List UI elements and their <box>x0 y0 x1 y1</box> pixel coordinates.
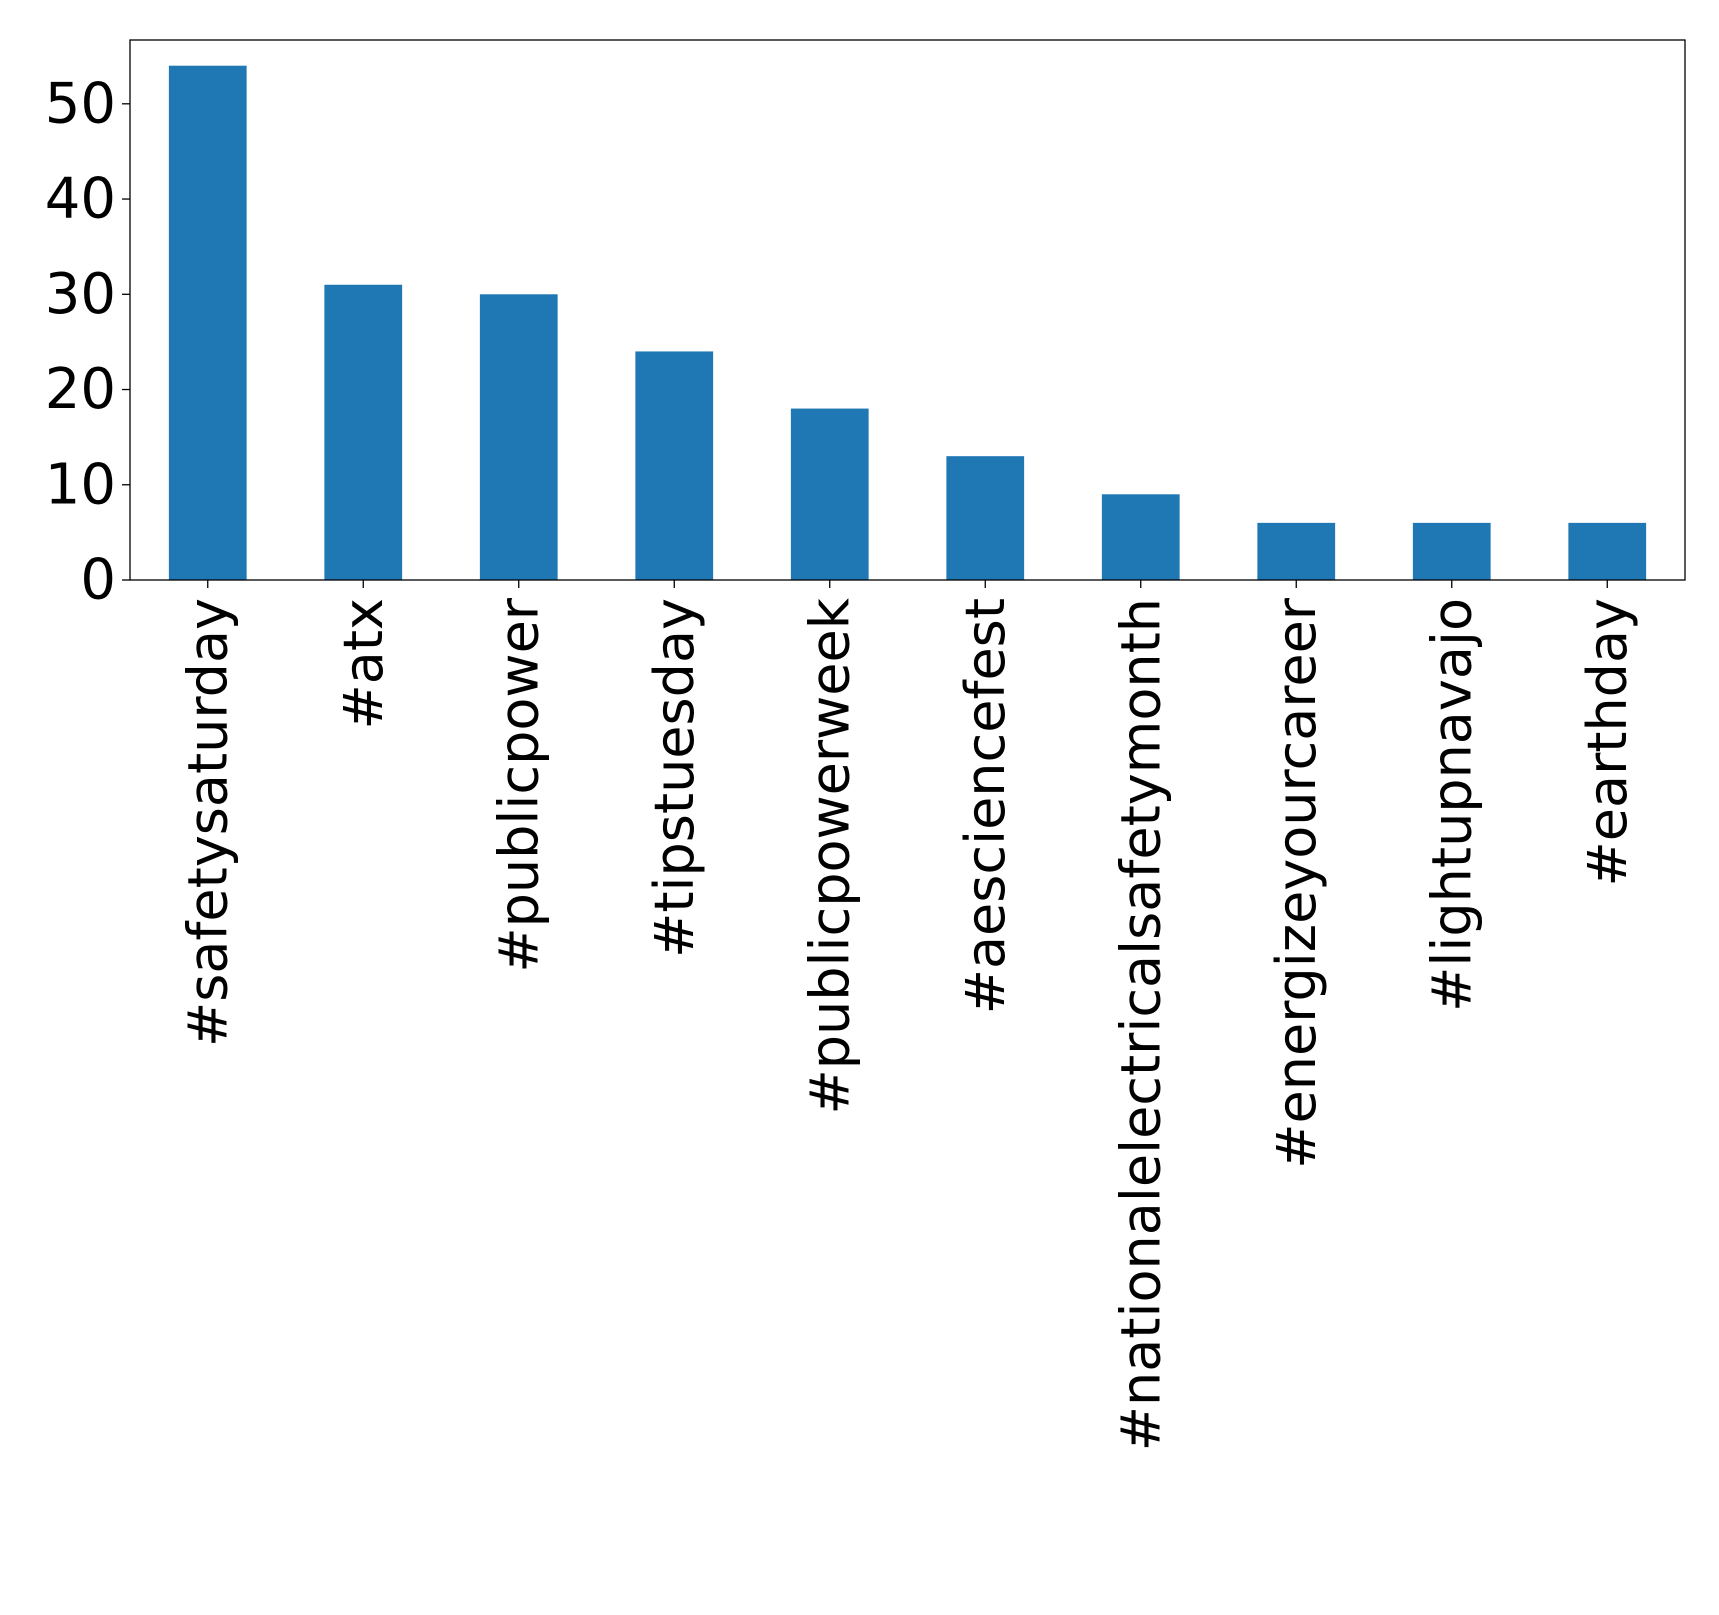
bars-group <box>168 65 1647 580</box>
y-tick-label: 10 <box>45 452 116 517</box>
x-tick-label: #publicpower <box>487 597 550 972</box>
bar <box>790 408 869 580</box>
x-tick-label: #energizeyourcareer <box>1265 597 1328 1168</box>
y-tick-label: 0 <box>80 548 116 613</box>
x-tick-label: #aesciencefest <box>954 598 1017 1014</box>
bar <box>324 284 403 580</box>
bar <box>1101 494 1180 580</box>
x-axis: #safetysaturday #atx #publicpower #tipstues… <box>176 580 1639 1451</box>
y-tick-label: 20 <box>45 357 116 422</box>
x-tick-label: #atx <box>332 598 395 729</box>
bar <box>946 456 1025 580</box>
bar <box>635 351 714 580</box>
bar <box>479 294 558 580</box>
x-tick-label: #tipstuesday <box>643 598 706 958</box>
y-tick-label: 40 <box>45 167 116 232</box>
x-tick-label: #nationalelectricalsafetymonth <box>1109 598 1172 1451</box>
x-tick-label: #publicpowerweek <box>798 597 861 1114</box>
y-tick-label: 30 <box>45 262 116 327</box>
x-tick-label: #lightupnavajo <box>1420 598 1483 1012</box>
x-tick-label: #earthday <box>1576 598 1639 886</box>
bar <box>1412 522 1491 580</box>
bar <box>168 65 247 580</box>
plot-frame <box>129 39 1686 581</box>
x-tick-label: #safetysaturday <box>176 598 239 1047</box>
y-axis: 0 10 20 30 40 50 <box>45 71 130 613</box>
bar <box>1257 522 1336 580</box>
bar <box>1568 522 1647 580</box>
y-tick-label: 50 <box>45 71 116 136</box>
